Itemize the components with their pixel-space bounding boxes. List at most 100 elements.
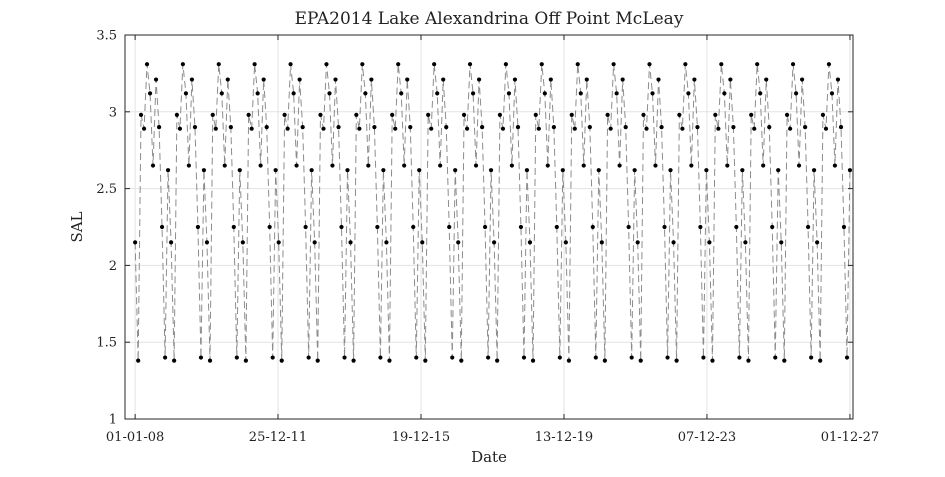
data-point <box>784 112 790 117</box>
data-point <box>180 62 185 67</box>
data-point <box>641 112 646 117</box>
data-point <box>701 355 706 360</box>
data-point <box>551 125 556 130</box>
series <box>133 62 853 363</box>
data-point <box>620 77 625 82</box>
data-point <box>566 358 572 363</box>
data-point <box>363 91 368 96</box>
data-point <box>818 358 823 363</box>
y-tick-label: 1 <box>109 413 117 428</box>
data-point <box>133 240 138 245</box>
data-point <box>450 355 455 360</box>
data-point <box>459 358 464 363</box>
data-point <box>764 77 769 82</box>
data-point <box>800 77 805 82</box>
data-point <box>291 91 296 96</box>
data-point <box>327 91 332 96</box>
data-point <box>803 125 808 130</box>
data-point <box>811 168 817 173</box>
data-point <box>677 112 682 117</box>
data-point <box>441 77 446 82</box>
data-point <box>521 355 527 360</box>
data-point <box>228 125 233 130</box>
data-point <box>473 163 479 168</box>
data-point <box>554 224 559 230</box>
data-point <box>716 126 721 131</box>
data-point <box>426 112 431 117</box>
plot-frame <box>124 34 854 420</box>
data-point <box>524 168 530 173</box>
data-point <box>231 224 236 230</box>
data-point <box>617 163 622 168</box>
data-point <box>844 355 850 360</box>
data-point <box>411 224 416 230</box>
data-point <box>324 62 329 67</box>
data-point <box>614 91 619 96</box>
data-point <box>805 224 811 230</box>
data-point <box>486 355 491 360</box>
data-point <box>503 62 508 67</box>
data-point <box>294 163 299 168</box>
data-point <box>476 77 482 82</box>
data-point <box>835 77 841 82</box>
data-point <box>405 77 410 82</box>
data-point <box>611 62 616 67</box>
data-point <box>722 91 727 96</box>
data-point <box>207 358 213 363</box>
data-point <box>204 240 210 245</box>
data-point <box>581 163 586 168</box>
data-point <box>276 240 281 245</box>
data-point <box>707 240 712 245</box>
data-point <box>782 358 787 363</box>
data-point <box>698 224 703 230</box>
data-point <box>665 355 670 360</box>
data-point <box>163 355 168 360</box>
x-tick-label: 25-12-11 <box>249 430 307 445</box>
data-point <box>402 163 407 168</box>
data-point <box>261 77 266 82</box>
data-point <box>563 240 568 245</box>
data-point <box>704 168 709 173</box>
data-point <box>838 125 844 130</box>
data-point <box>147 91 153 96</box>
data-point <box>575 62 580 67</box>
data-point <box>623 125 628 130</box>
series-line <box>134 64 851 361</box>
data-point <box>599 240 604 245</box>
data-point <box>823 126 829 131</box>
data-point <box>467 62 473 67</box>
data-point <box>587 125 592 130</box>
data-point <box>360 62 365 67</box>
data-point <box>506 91 512 96</box>
data-point <box>141 126 147 131</box>
data-point <box>492 240 497 245</box>
data-point <box>509 163 514 168</box>
data-point <box>150 163 156 168</box>
data-point <box>408 125 413 130</box>
data-point <box>593 355 598 360</box>
data-point <box>375 224 380 230</box>
data-point <box>731 125 736 130</box>
data-point <box>796 163 802 168</box>
data-point <box>216 62 221 67</box>
data-point <box>345 168 350 173</box>
data-point <box>279 358 284 363</box>
data-point <box>213 126 218 131</box>
data-point <box>420 240 425 245</box>
data-point <box>674 358 679 363</box>
data-point <box>829 91 835 96</box>
data-point <box>767 125 772 130</box>
data-point <box>429 126 434 131</box>
data-point <box>671 240 676 245</box>
data-point <box>608 126 613 131</box>
data-point <box>662 224 667 230</box>
y-tick-label: 2 <box>109 259 117 274</box>
data-point <box>530 358 536 363</box>
data-point <box>743 240 748 245</box>
data-point <box>384 240 389 245</box>
data-point <box>725 163 730 168</box>
data-point <box>186 163 191 168</box>
data-point <box>297 77 302 82</box>
data-point <box>165 168 171 173</box>
